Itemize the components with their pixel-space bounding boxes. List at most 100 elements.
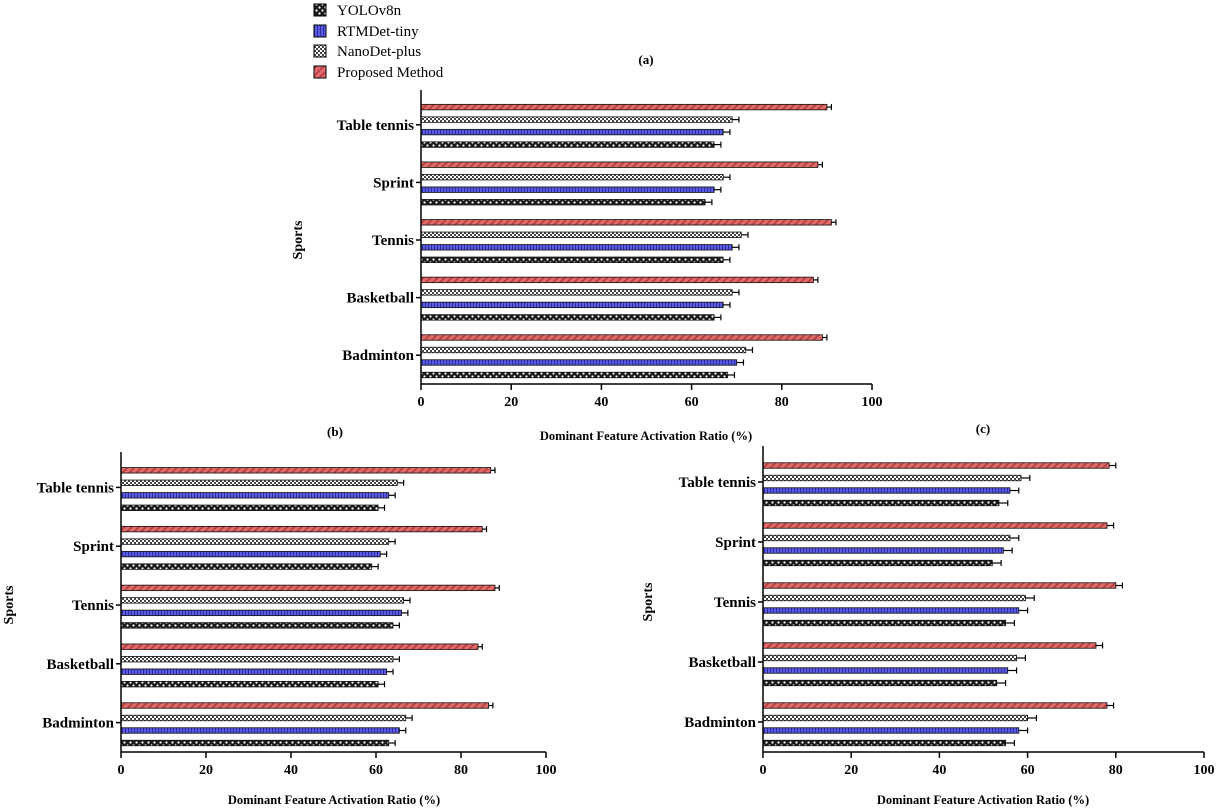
panel-tag: (c) (976, 421, 990, 436)
legend-swatch-proposed-method (313, 65, 327, 79)
bar-sprint-nanodet-plus (420, 174, 724, 181)
y-tick-label-badminton: Badminton (684, 715, 756, 731)
panel-tag: (a) (638, 52, 653, 67)
bar-table-tennis-yolov8n (762, 499, 1000, 507)
bar-table-tennis-rtmdet-tiny (762, 487, 1011, 494)
bar-basketball-yolov8n (120, 681, 379, 688)
bar-sprint-yolov8n (120, 563, 373, 570)
bar-tennis-nanodet-plus (420, 231, 742, 238)
bar-sprint-proposed-method (420, 161, 819, 168)
x-tick-label-20: 20 (199, 763, 213, 778)
panel-b: (b) Badminton Basketball Tennis Sprint Table … (2, 424, 557, 807)
y-tick-label-tennis: Tennis (72, 598, 114, 614)
x-tick-label-40: 40 (932, 763, 946, 778)
bar-badminton-nanodet-plus (420, 346, 747, 354)
bar-table-tennis-proposed-method (120, 467, 492, 474)
legend-label-rtmdet-tiny: RTMDet-tiny (337, 24, 419, 40)
bar-badminton-nanodet-plus (762, 714, 1029, 722)
panel-tag: (b) (327, 424, 343, 439)
x-tick-label-40: 40 (284, 763, 298, 778)
bar-tennis-proposed-method (420, 219, 832, 226)
bar-sprint-rtmdet-tiny (762, 547, 1004, 554)
x-tick-label-60: 60 (685, 395, 699, 410)
y-axis-title: Sports (641, 582, 656, 621)
bar-tennis-proposed-method (762, 582, 1117, 589)
bar-sprint-rtmdet-tiny (120, 550, 381, 558)
bar-badminton-rtmdet-tiny (762, 727, 1020, 734)
y-tick-label-sprint: Sprint (373, 175, 414, 191)
y-axis-title: Sports (291, 220, 306, 259)
bar-table-tennis-rtmdet-tiny (420, 128, 724, 136)
x-tick-label-100: 100 (536, 763, 557, 778)
bar-sprint-proposed-method (120, 525, 483, 533)
x-tick-label-0: 0 (418, 395, 425, 410)
bar-tennis-yolov8n (420, 256, 724, 263)
x-tick-label-0: 0 (118, 763, 125, 778)
bar-sprint-nanodet-plus (120, 538, 390, 545)
bar-badminton-proposed-method (762, 702, 1108, 709)
x-tick-label-80: 80 (775, 395, 789, 410)
bar-badminton-rtmdet-tiny (120, 727, 400, 734)
bar-basketball-rtmdet-tiny (762, 667, 1009, 674)
bar-sprint-proposed-method (762, 522, 1108, 529)
x-tick-label-100: 100 (862, 395, 883, 410)
y-tick-label-tennis: Tennis (372, 233, 414, 249)
x-tick-label-20: 20 (504, 395, 518, 410)
x-tick-label-0: 0 (760, 763, 767, 778)
panel-a: (a) Badminton Basketball Tennis Sprint Table … (291, 52, 883, 443)
y-tick-label-table-tennis: Table tennis (679, 475, 757, 491)
y-tick-label-basketball: Basketball (46, 657, 114, 673)
legend-item-nanodet-plus: NanoDet-plus (313, 44, 421, 60)
x-tick-label-20: 20 (844, 763, 858, 778)
y-tick-label-sprint: Sprint (73, 539, 114, 555)
bar-tennis-nanodet-plus (762, 594, 1026, 602)
bar-tennis-rtmdet-tiny (762, 607, 1020, 614)
x-tick-label-60: 60 (369, 763, 383, 778)
bar-tennis-yolov8n (762, 619, 1006, 627)
bar-badminton-nanodet-plus (120, 714, 407, 722)
x-tick-label-40: 40 (594, 395, 608, 410)
bar-table-tennis-yolov8n (120, 504, 379, 511)
bar-badminton-proposed-method (120, 702, 490, 709)
bar-table-tennis-nanodet-plus (762, 474, 1022, 482)
bar-tennis-rtmdet-tiny (420, 244, 733, 251)
x-axis-title: Dominant Feature Activation Ratio (%) (877, 793, 1089, 807)
x-tick-label-100: 100 (1194, 763, 1215, 778)
y-tick-label-table-tennis: Table tennis (37, 480, 115, 496)
bar-badminton-rtmdet-tiny (420, 359, 738, 366)
legend-label-nanodet-plus: NanoDet-plus (337, 44, 421, 60)
bar-tennis-rtmdet-tiny (120, 609, 402, 617)
bar-sprint-nanodet-plus (762, 534, 1011, 542)
bar-basketball-nanodet-plus (120, 656, 394, 663)
y-tick-label-basketball: Basketball (688, 655, 756, 671)
bar-tennis-nanodet-plus (120, 597, 405, 604)
legend-swatch-rtmdet-tiny (313, 24, 327, 38)
bar-basketball-yolov8n (420, 314, 715, 321)
x-axis-title: Dominant Feature Activation Ratio (%) (228, 793, 440, 807)
panel-c: (c) Badminton Basketball Tennis Sprint Table … (641, 421, 1215, 807)
bar-badminton-yolov8n (762, 739, 1006, 747)
y-tick-label-badminton: Badminton (342, 348, 414, 364)
bar-basketball-proposed-method (120, 643, 479, 650)
bar-basketball-proposed-method (762, 642, 1097, 649)
legend-swatch-yolov8n (313, 3, 327, 17)
bar-table-tennis-proposed-method (762, 462, 1110, 469)
bar-basketball-rtmdet-tiny (120, 668, 388, 675)
bar-sprint-yolov8n (762, 559, 993, 567)
y-tick-label-table-tennis: Table tennis (337, 118, 415, 134)
bar-table-tennis-rtmdet-tiny (120, 492, 390, 499)
x-tick-label-80: 80 (454, 763, 468, 778)
bar-basketball-nanodet-plus (762, 654, 1017, 662)
y-tick-label-basketball: Basketball (346, 291, 414, 307)
y-axis-title: Sports (2, 585, 17, 624)
x-tick-label-60: 60 (1021, 763, 1035, 778)
bar-badminton-proposed-method (420, 334, 823, 341)
legend-label-proposed-method: Proposed Method (337, 65, 444, 81)
bar-sprint-yolov8n (420, 199, 706, 206)
bar-badminton-yolov8n (120, 739, 390, 747)
legend-swatch-nanodet-plus (313, 44, 327, 58)
x-tick-label-80: 80 (1109, 763, 1123, 778)
legend-item-yolov8n: YOLOv8n (313, 3, 402, 19)
bar-tennis-yolov8n (120, 622, 394, 629)
